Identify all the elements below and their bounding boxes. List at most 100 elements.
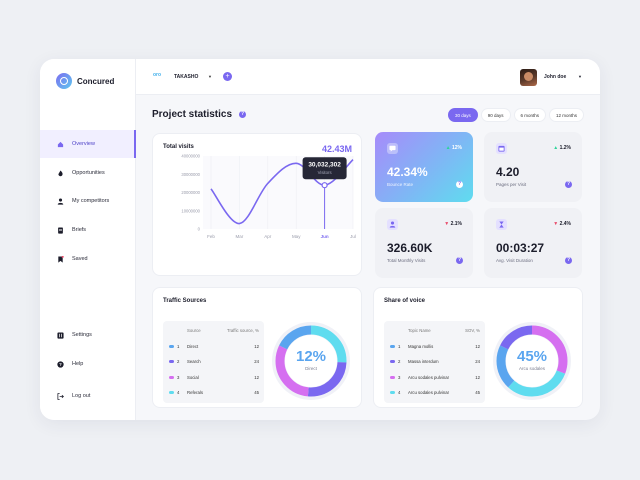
- range-12-months[interactable]: 12 months: [549, 108, 585, 122]
- sidebar-item-saved[interactable]: Saved: [40, 245, 136, 273]
- share-of-voice-table: Topic Name SOV, % 1 Magna mollis 12 2 Massa…: [384, 321, 485, 403]
- table-row[interactable]: 4 Arcu sodales pulvinar 45: [384, 385, 485, 401]
- page-title: Project statistics: [152, 109, 233, 120]
- tile-delta: ▼ 2.1%: [444, 221, 462, 227]
- y-tick-label: 20000000: [181, 190, 200, 195]
- document-icon: [57, 226, 64, 234]
- column-header: Traffic source, %: [227, 328, 259, 334]
- top-bar: oro TAKASHO ▼ + John doe ▼: [136, 59, 600, 95]
- logo-icon: [56, 73, 72, 89]
- y-tick-label: 10000000: [181, 208, 200, 213]
- x-tick-label: Feb: [207, 234, 215, 239]
- share-of-voice-card: Share of voice Topic Name SOV, % 1 Magna …: [373, 287, 583, 408]
- table-row[interactable]: 1 Direct 12: [163, 339, 264, 355]
- sidebar-item-label: Help: [72, 361, 84, 367]
- tooltip-label: Visitors: [318, 170, 332, 175]
- workspace-selector[interactable]: TAKASHO: [174, 74, 199, 80]
- donut-center: 12% Direct: [276, 348, 346, 371]
- logout-icon: [57, 392, 64, 400]
- table-row[interactable]: 3 Arcu sodales pulvinar 12: [384, 370, 485, 386]
- range-90-days[interactable]: 90 days: [480, 108, 511, 122]
- range-6-months[interactable]: 6 months: [513, 108, 547, 122]
- y-tick-label: 30000000: [181, 172, 200, 177]
- table-header: Source Traffic source, %: [163, 323, 264, 339]
- chart-tooltip: [302, 157, 347, 180]
- traffic-donut-chart[interactable]: [269, 319, 353, 403]
- traffic-sources-card: Traffic Sources Source Traffic source, %…: [152, 287, 362, 408]
- traffic-sources-table: Source Traffic source, % 1 Direct 12 2 Sear…: [163, 321, 264, 403]
- app-name: Concured: [77, 76, 115, 86]
- table-row[interactable]: 2 Massa interdum 24: [384, 354, 485, 370]
- visits-total: 42.43M: [321, 144, 352, 154]
- workspace-logo: oro: [153, 72, 162, 78]
- sidebar: Concured Overview Opportunities My compe…: [40, 59, 136, 420]
- sidebar-item-log-out[interactable]: Log out: [40, 382, 136, 410]
- x-tick-label: Apr: [264, 234, 272, 239]
- table-row[interactable]: 3 Social 12: [163, 370, 264, 386]
- tile-label: Pages per Visit: [496, 182, 527, 187]
- card-title: Traffic Sources: [163, 298, 207, 304]
- user-menu-chevron-icon[interactable]: ▼: [578, 74, 582, 79]
- avatar[interactable]: [520, 69, 537, 86]
- sidebar-item-label: Opportunities: [72, 170, 105, 176]
- sidebar-item-overview[interactable]: Overview: [40, 130, 136, 158]
- sidebar-item-label: My competitors: [72, 198, 110, 204]
- app-logo[interactable]: Concured: [56, 73, 114, 89]
- tile-value: 4.20: [496, 165, 520, 179]
- sidebar-item-settings[interactable]: Settings: [40, 321, 136, 349]
- tile-value: 00:03:27: [496, 241, 545, 255]
- user-icon: [57, 197, 64, 205]
- x-tick-label: Jul: [350, 234, 356, 239]
- tile-delta: ▲ 12%: [445, 145, 462, 151]
- table-row[interactable]: 4 Referals 45: [163, 385, 264, 401]
- hourglass-icon: [496, 219, 507, 230]
- visits-line-chart[interactable]: 40000000 30000000 20000000 10000000 0 Feb Mar A…: [153, 134, 366, 277]
- home-icon: [57, 141, 64, 148]
- donut-center: 45% Arcu sodales: [497, 348, 567, 371]
- card-title: Total visits: [163, 144, 194, 150]
- sidebar-item-label: Saved: [72, 256, 88, 262]
- user-name[interactable]: John doe: [544, 74, 567, 80]
- x-tick-label: Jun: [321, 234, 329, 239]
- chevron-down-icon[interactable]: ▼: [208, 74, 212, 79]
- sidebar-item-briefs[interactable]: Briefs: [40, 216, 136, 244]
- add-workspace-button[interactable]: +: [223, 72, 232, 81]
- sidebar-item-my-competitors[interactable]: My competitors: [40, 187, 136, 215]
- total-visits-card: Total visits 42.43M 40000000 30000000 2000…: [152, 133, 362, 276]
- table-header: Topic Name SOV, %: [384, 323, 485, 339]
- sidebar-item-opportunities[interactable]: Opportunities: [40, 159, 136, 187]
- donut-label: Direct: [305, 366, 317, 371]
- sidebar-item-label: Log out: [72, 393, 91, 399]
- tile-label: Avg. Visit Duration: [496, 258, 533, 263]
- sidebar-item-label: Briefs: [72, 227, 87, 233]
- help-icon[interactable]: ?: [456, 257, 463, 264]
- tile-value: 326.60K: [387, 241, 433, 255]
- stat-tile-pages-per-visit: ▲ 1.2% 4.20 Pages per Visit ?: [484, 132, 582, 202]
- stat-tile-total-monthly-visits: ▼ 2.1% 326.60K Total Monthly Visits ?: [375, 208, 473, 278]
- table-row[interactable]: 2 Search 24: [163, 354, 264, 370]
- sidebar-item-help[interactable]: ? Help: [40, 350, 136, 378]
- calendar-icon: [496, 143, 507, 154]
- tile-label: Bounce Rate: [387, 182, 414, 187]
- svg-text:?: ?: [59, 362, 62, 367]
- stat-tile-bounce-rate: ▲ 12% 42.34% Bounce Rate ?: [375, 132, 473, 202]
- table-row[interactable]: 1 Magna mollis 12: [384, 339, 485, 355]
- tile-label: Total Monthly Visits: [387, 258, 426, 263]
- sidebar-item-label: Settings: [72, 332, 92, 338]
- stat-tile-avg-visit-duration: ▼ 2.4% 00:03:27 Avg. Visit Duration ?: [484, 208, 582, 278]
- bookmark-icon: [57, 255, 64, 263]
- voice-donut-chart[interactable]: [490, 319, 574, 403]
- user-icon: [387, 219, 398, 230]
- highlight-point[interactable]: [321, 182, 328, 189]
- y-tick-label: 0: [198, 227, 201, 232]
- tile-delta: ▲ 1.2%: [553, 145, 571, 151]
- y-tick-label: 40000000: [181, 154, 200, 159]
- range-30-days[interactable]: 30 days: [448, 108, 478, 122]
- date-range-tabs: 30 days 90 days 6 months 12 months: [448, 108, 585, 122]
- help-icon[interactable]: ?: [565, 181, 572, 188]
- donut-label: Arcu sodales: [518, 366, 545, 371]
- sidebar-item-label: Overview: [72, 141, 95, 147]
- help-icon[interactable]: ?: [239, 111, 246, 118]
- help-icon[interactable]: ?: [565, 257, 572, 264]
- help-icon[interactable]: ?: [456, 181, 463, 188]
